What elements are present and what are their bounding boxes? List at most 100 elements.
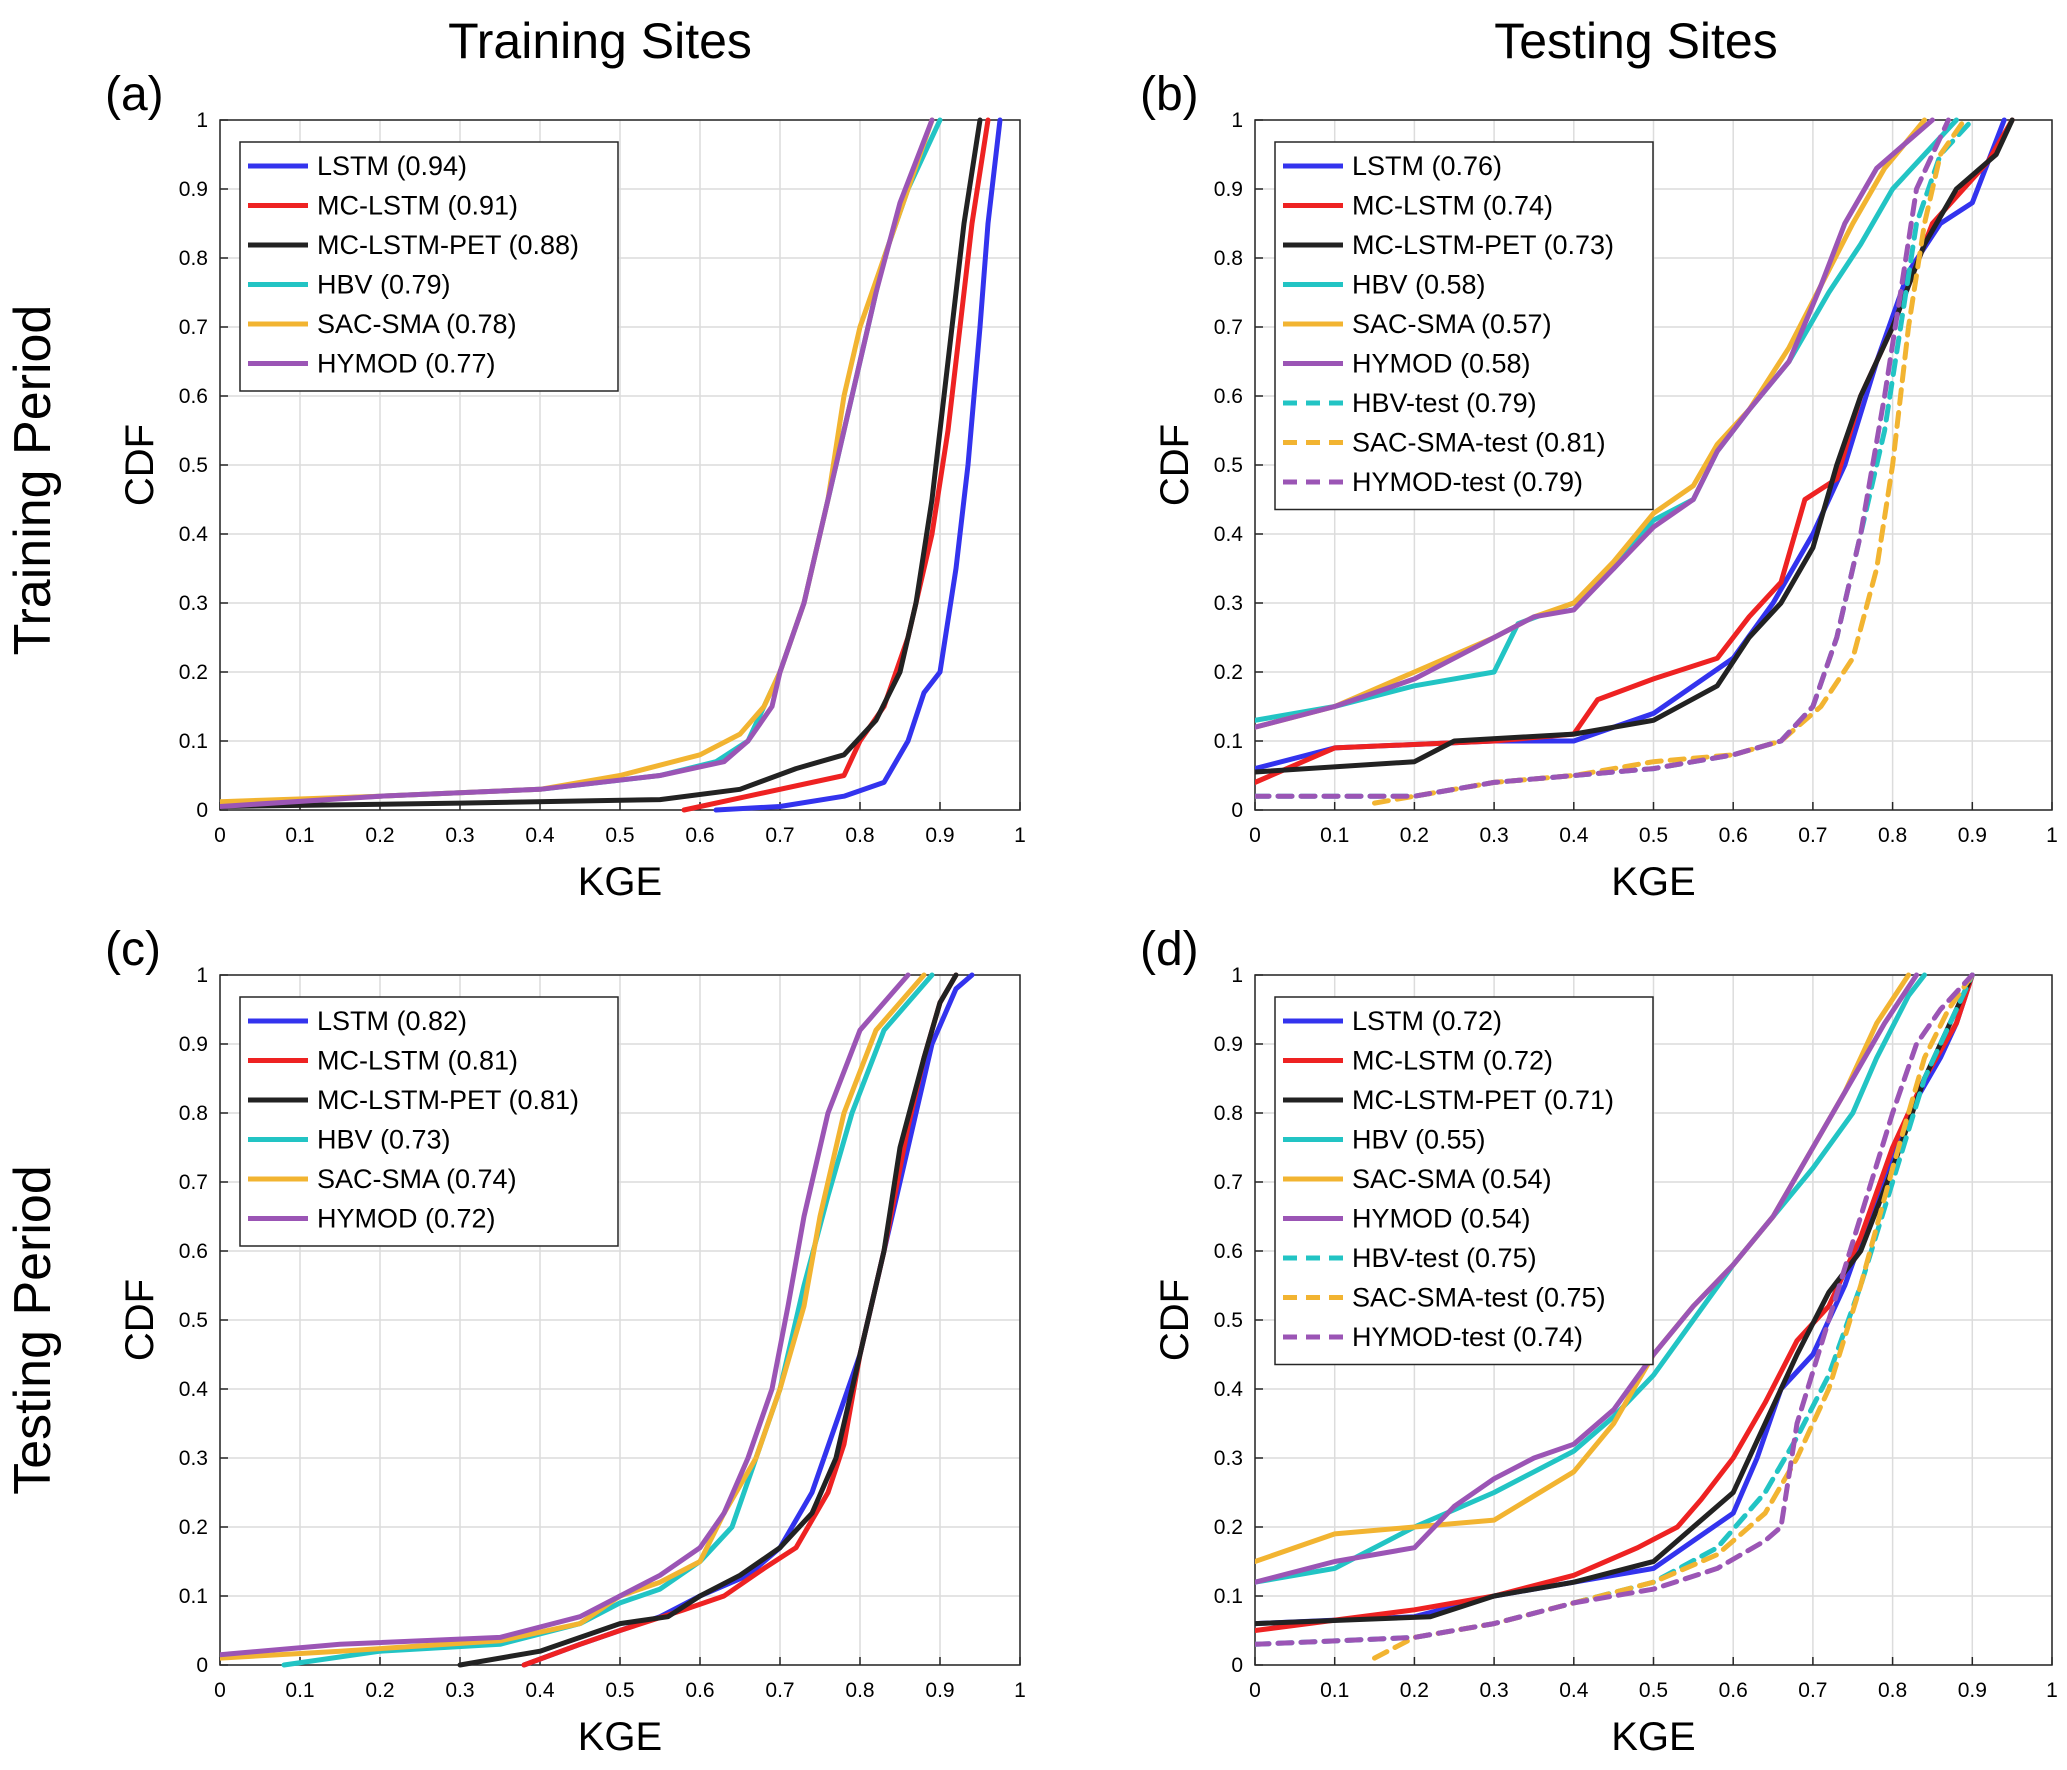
y-tick-label: 0.7 bbox=[179, 1171, 208, 1194]
x-tick-label: 0.5 bbox=[1639, 824, 1668, 847]
column-title-training-sites: Training Sites bbox=[448, 13, 752, 69]
x-tick-label: 0.2 bbox=[1400, 1679, 1429, 1702]
y-tick-label: 0.8 bbox=[1214, 1102, 1243, 1125]
series-lines bbox=[220, 972, 975, 1668]
x-tick-label: 0.3 bbox=[445, 1679, 474, 1702]
x-tick-label: 0.4 bbox=[1559, 1679, 1589, 1702]
y-tick-label: 0.9 bbox=[179, 1033, 208, 1056]
x-tick-label: 0.1 bbox=[285, 1679, 314, 1702]
panel-b: 0 0.1 0.2 0.3 0.4 0.5 0.6 0.7 0.8 0.9 1 0 0.1 0.2 0.3 0… bbox=[1140, 68, 2058, 904]
x-tick-label: 0.1 bbox=[1320, 824, 1349, 847]
y-tick-label: 0.4 bbox=[1214, 1378, 1244, 1401]
series-line-hymod bbox=[220, 972, 911, 1658]
x-tick-label: 0.6 bbox=[685, 1679, 714, 1702]
y-tick-label: 0.1 bbox=[1214, 1585, 1243, 1608]
y-axis-label: CDF bbox=[1153, 424, 1197, 506]
x-tick-label: 0 bbox=[1249, 1679, 1261, 1702]
panel-d: 0 0.1 0.2 0.3 0.4 0.5 0.6 0.7 0.8 0.9 1 0 0.1 0.2 0.3 0… bbox=[1140, 923, 2058, 1759]
y-axis-label: CDF bbox=[118, 1279, 162, 1361]
y-axis-label: CDF bbox=[1153, 1279, 1197, 1361]
legend-entry: HYMOD (0.58) bbox=[1352, 349, 1531, 379]
panel-label: (a) bbox=[105, 68, 164, 121]
legend-entry: HYMOD (0.54) bbox=[1352, 1204, 1531, 1234]
x-tick-label: 0.4 bbox=[1559, 824, 1589, 847]
legend-entry: MC-LSTM (0.74) bbox=[1352, 191, 1553, 221]
legend-entry: MC-LSTM-PET (0.71) bbox=[1352, 1085, 1614, 1115]
x-tick-label: 0.4 bbox=[525, 1679, 555, 1702]
y-tick-label: 0.6 bbox=[1214, 1240, 1243, 1263]
y-tick-label: 0.9 bbox=[179, 178, 208, 201]
y-tick-label: 0.5 bbox=[1214, 454, 1243, 477]
y-tick-label: 0.9 bbox=[1214, 178, 1243, 201]
y-tick-label: 0.1 bbox=[1214, 730, 1243, 753]
series-line-hymod bbox=[1255, 117, 1935, 730]
legend-entry: HBV-test (0.79) bbox=[1352, 388, 1537, 418]
y-tick-label: 1 bbox=[1231, 964, 1243, 987]
y-tick-label: 0.2 bbox=[179, 1516, 208, 1539]
legend-entry: SAC-SMA (0.74) bbox=[317, 1164, 517, 1194]
y-tick-label: 0.8 bbox=[1214, 247, 1243, 270]
x-tick-label: 0.8 bbox=[1878, 1679, 1907, 1702]
legend-entry: MC-LSTM-PET (0.81) bbox=[317, 1085, 579, 1115]
y-tick-label: 0.1 bbox=[179, 1585, 208, 1608]
x-tick-label: 1 bbox=[1014, 1679, 1026, 1702]
y-tick-label: 0.6 bbox=[1214, 385, 1243, 408]
panel-label: (d) bbox=[1140, 923, 1199, 976]
x-tick-label: 0.3 bbox=[1479, 824, 1508, 847]
x-tick-label: 0.5 bbox=[605, 1679, 634, 1702]
series-line-lstm bbox=[713, 117, 1003, 813]
y-tick-label: 0 bbox=[196, 1654, 208, 1677]
x-tick-label: 0.9 bbox=[1958, 824, 1987, 847]
legend-entry: MC-LSTM-PET (0.88) bbox=[317, 230, 579, 260]
legend-entry: SAC-SMA-test (0.81) bbox=[1352, 428, 1606, 458]
series-line-hymod bbox=[1255, 972, 1919, 1585]
y-tick-label: 0.3 bbox=[179, 1447, 208, 1470]
y-tick-label: 0.4 bbox=[179, 1378, 209, 1401]
x-tick-label: 0.9 bbox=[1958, 1679, 1987, 1702]
y-tick-label: 0.5 bbox=[1214, 1309, 1243, 1332]
y-tick-label: 0.2 bbox=[1214, 1516, 1243, 1539]
y-tick-label: 0 bbox=[1231, 799, 1243, 822]
legend-entry: LSTM (0.76) bbox=[1352, 151, 1502, 181]
x-tick-label: 0.2 bbox=[365, 824, 394, 847]
y-tick-label: 0.6 bbox=[179, 385, 208, 408]
legend-entry: MC-LSTM-PET (0.73) bbox=[1352, 230, 1614, 260]
x-tick-label: 0.7 bbox=[1798, 824, 1827, 847]
series-line-mc-lstm-pet bbox=[457, 972, 959, 1668]
y-tick-label: 0.7 bbox=[1214, 1171, 1243, 1194]
x-tick-label: 0.4 bbox=[525, 824, 555, 847]
legend-entry: SAC-SMA (0.78) bbox=[317, 309, 517, 339]
y-tick-label: 0 bbox=[1231, 1654, 1243, 1677]
series-line-sac-sma bbox=[1255, 117, 1927, 730]
y-tick-label: 0.4 bbox=[1214, 523, 1244, 546]
row-title-testing-period: Testing Period bbox=[4, 1165, 62, 1495]
y-tick-label: 0.3 bbox=[1214, 1447, 1243, 1470]
x-tick-label: 0.2 bbox=[365, 1679, 394, 1702]
legend-entry: HBV (0.79) bbox=[317, 270, 451, 300]
panel-label: (c) bbox=[105, 923, 161, 976]
x-tick-label: 0.1 bbox=[285, 824, 314, 847]
y-tick-label: 0.7 bbox=[179, 316, 208, 339]
legend-entry: LSTM (0.72) bbox=[1352, 1006, 1502, 1036]
y-tick-label: 0.4 bbox=[179, 523, 209, 546]
panel-label: (b) bbox=[1140, 68, 1199, 121]
legend-entry: MC-LSTM (0.81) bbox=[317, 1046, 518, 1076]
legend-entry: LSTM (0.94) bbox=[317, 151, 467, 181]
x-tick-label: 0.3 bbox=[1479, 1679, 1508, 1702]
y-tick-label: 0.1 bbox=[179, 730, 208, 753]
x-tick-label: 1 bbox=[1014, 824, 1026, 847]
x-axis-label: KGE bbox=[578, 1715, 662, 1759]
y-axis-label: CDF bbox=[118, 424, 162, 506]
legend-entry: HYMOD-test (0.79) bbox=[1352, 467, 1583, 497]
legend-entry: LSTM (0.82) bbox=[317, 1006, 467, 1036]
y-tick-label: 0 bbox=[196, 799, 208, 822]
x-axis-label: KGE bbox=[1611, 860, 1695, 904]
x-tick-label: 0.2 bbox=[1400, 824, 1429, 847]
legend-entry: HBV (0.73) bbox=[317, 1125, 451, 1155]
x-tick-label: 0 bbox=[214, 1679, 226, 1702]
legend-entry: MC-LSTM (0.72) bbox=[1352, 1046, 1553, 1076]
y-tick-label: 0.5 bbox=[179, 454, 208, 477]
x-tick-label: 0.1 bbox=[1320, 1679, 1349, 1702]
legend-entry: SAC-SMA (0.57) bbox=[1352, 309, 1552, 339]
